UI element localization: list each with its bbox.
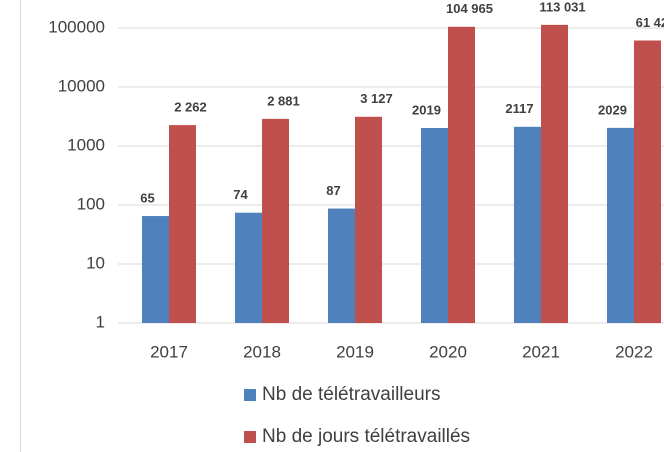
data-label: 2029 [598,102,627,117]
bar [514,126,541,323]
data-label: 2117 [505,101,533,116]
legend-label: Nb de télétravailleurs [262,384,440,405]
bar [142,216,169,323]
y-tick-label: 100 [77,194,105,213]
data-label: 65 [140,190,154,205]
bar [262,118,289,323]
data-label: 2019 [412,102,441,117]
x-tick-label: 2018 [243,342,281,361]
bar [169,125,196,324]
data-label: 113 031 [539,0,585,14]
y-tick-label: 10000 [58,76,105,95]
data-label: 74 [233,187,248,202]
x-tick-label: 2021 [522,342,560,361]
legend-swatch [244,389,256,401]
x-tick-label: 2017 [150,342,188,361]
legend-swatch [244,431,256,443]
x-tick-label: 2020 [429,342,467,361]
x-tick-label: 2019 [336,342,374,361]
data-label: 2 262 [174,100,207,115]
bar [607,127,634,323]
y-tick-label: 1 [96,312,105,331]
data-label: 104 965 [446,1,493,16]
data-label: 3 127 [360,91,393,106]
legend-label: Nb de jours télétravaillés [262,426,470,447]
x-tick-label: 2022 [615,342,653,361]
y-tick-label: 10 [86,253,105,272]
bar [421,127,448,324]
data-label: 87 [326,183,340,198]
bar [541,24,568,324]
bar [634,40,661,324]
y-tick-label: 1000 [67,135,105,154]
bar [355,116,382,324]
data-label: 61 420 [636,15,664,30]
data-label: 2 881 [267,93,300,108]
bar [328,208,355,323]
bar [448,26,475,324]
y-tick-label: 100000 [48,17,105,36]
bar [235,212,262,323]
